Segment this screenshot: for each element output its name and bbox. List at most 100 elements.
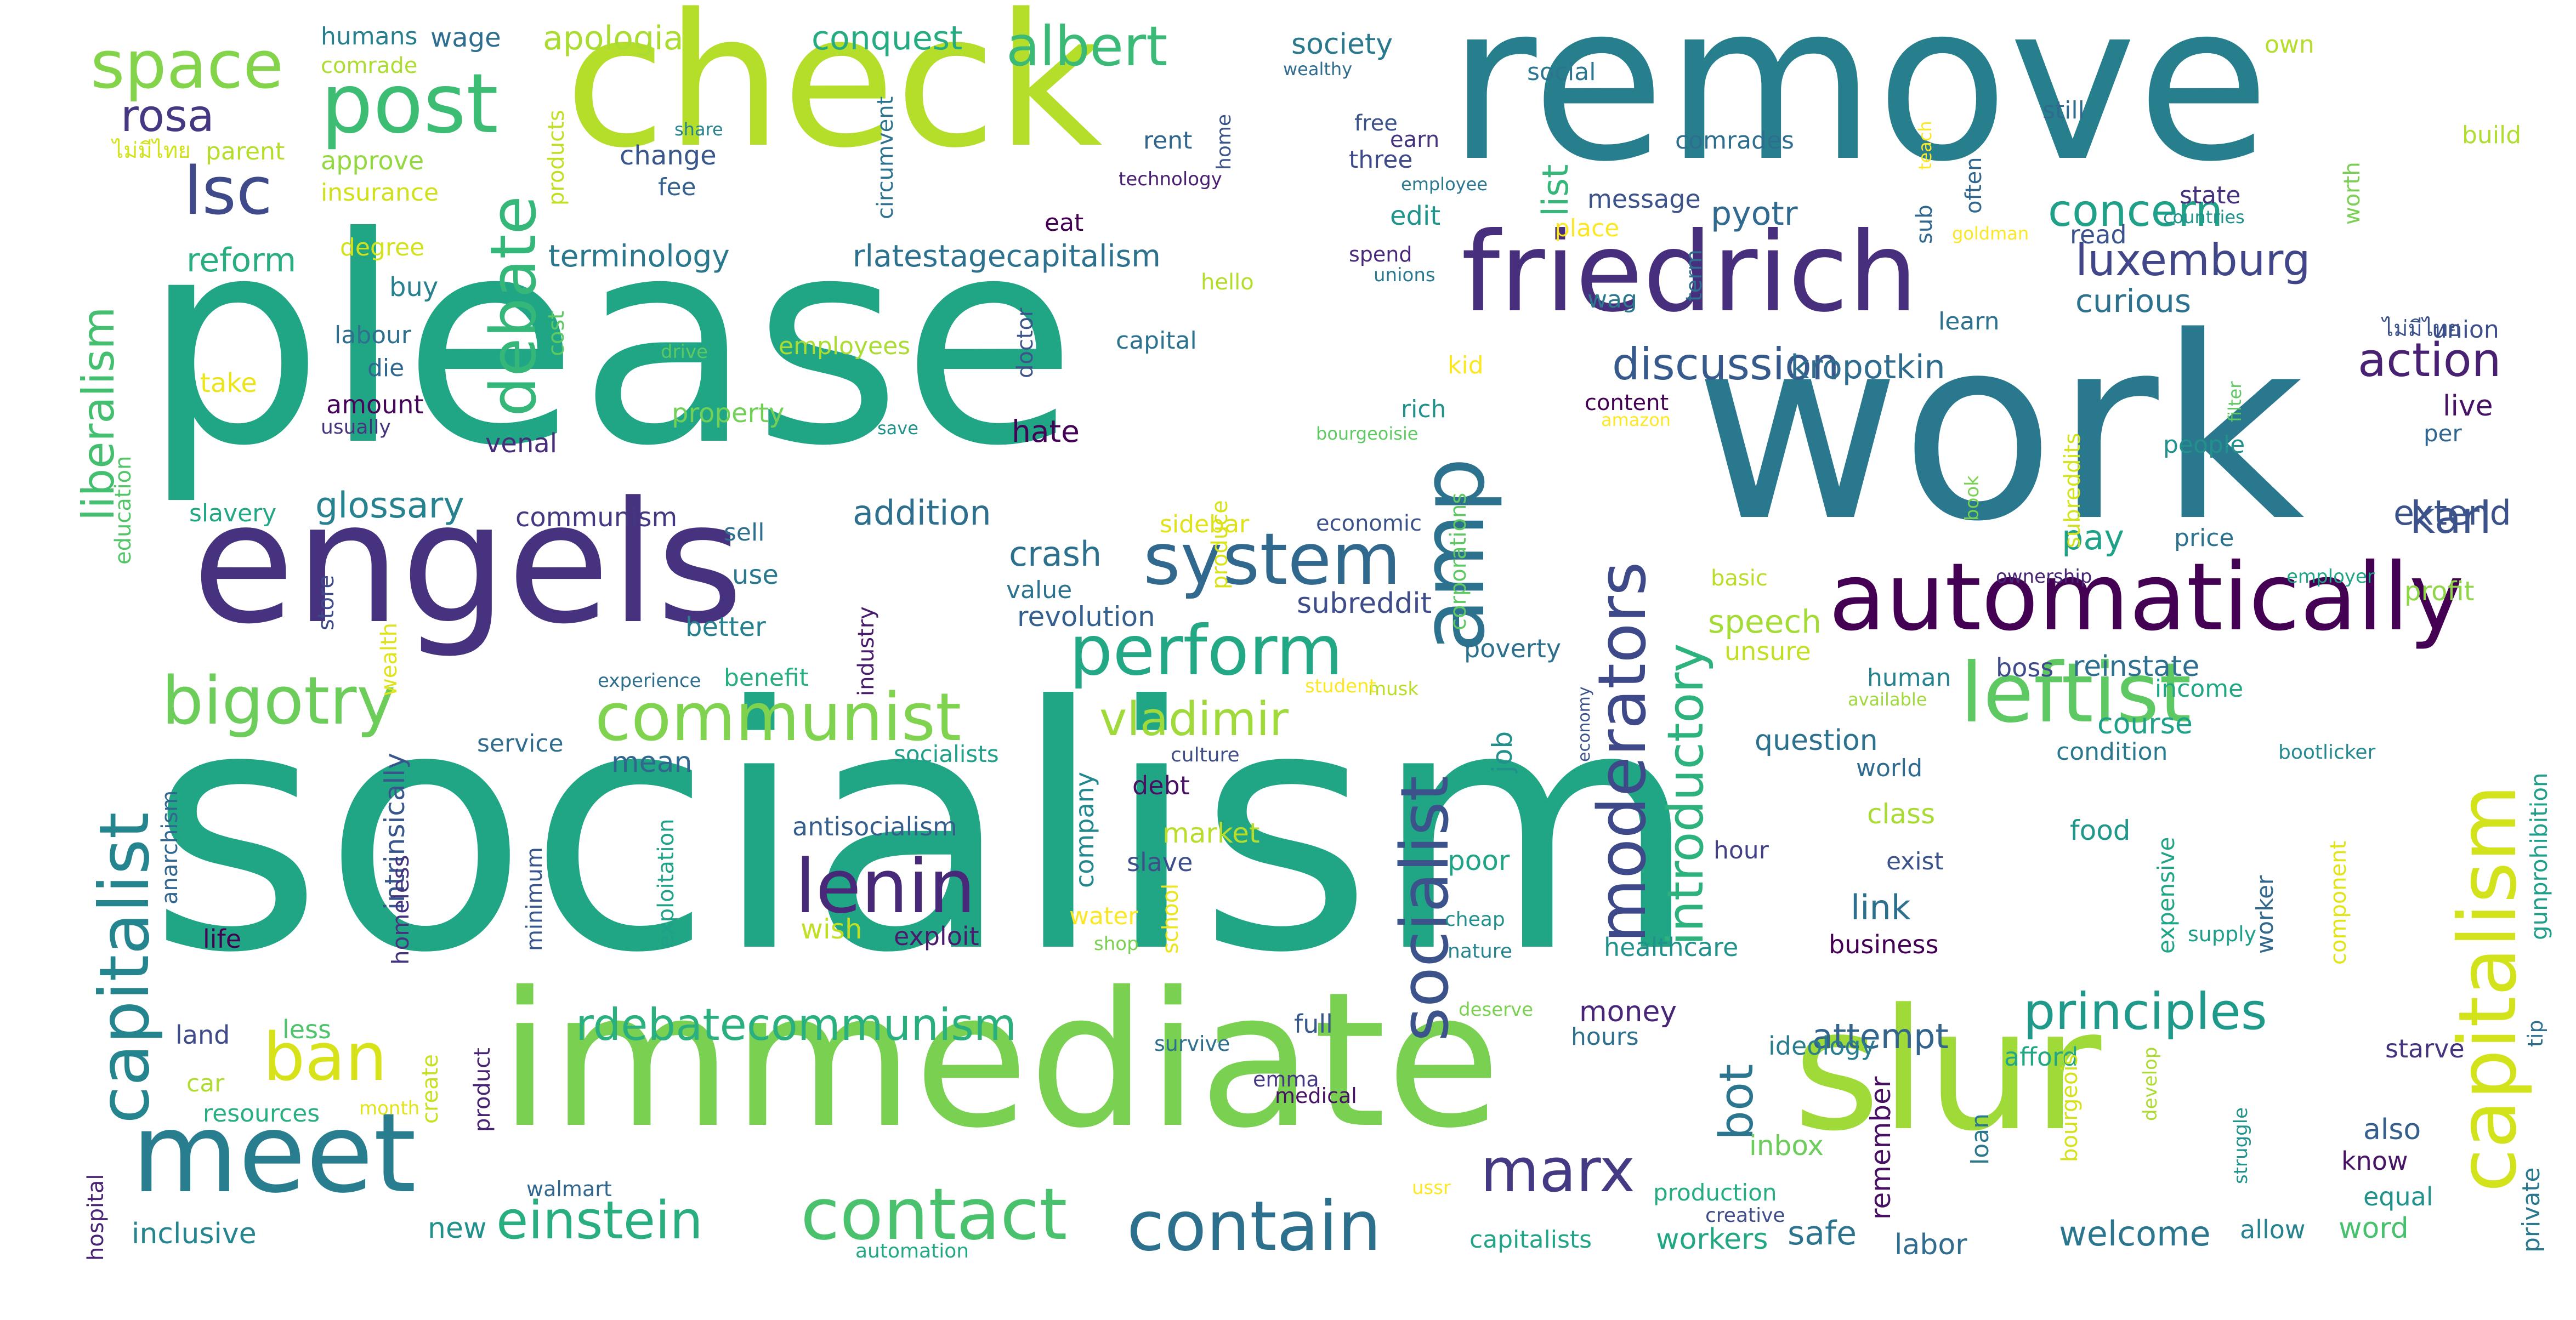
word-book: book xyxy=(1961,475,1983,521)
word-concern: concern xyxy=(2048,185,2223,236)
word-rosa: rosa xyxy=(121,90,214,141)
word-glossary: glossary xyxy=(315,485,464,526)
word-contact: contact xyxy=(801,1173,1068,1256)
word-healthcare: healthcare xyxy=(1604,932,1739,962)
word-parent: parent xyxy=(206,138,285,166)
word-per: per xyxy=(2424,420,2462,447)
word-supply: supply xyxy=(2188,922,2257,946)
word-experience: experience xyxy=(598,670,701,692)
word-expensive: expensive xyxy=(2153,837,2180,954)
word-allow: allow xyxy=(2240,1215,2306,1244)
word-worker: worker xyxy=(2251,875,2278,954)
word-poverty: poverty xyxy=(1464,634,1562,663)
word-pyotr: pyotr xyxy=(1711,195,1798,233)
word-countries: countries xyxy=(2163,207,2245,227)
word-earn: earn xyxy=(1390,127,1440,152)
word-thai-a: ไม่มีไทย xyxy=(2382,316,2461,342)
word-often: often xyxy=(1961,157,1987,214)
word-know: know xyxy=(2341,1146,2408,1176)
word-hate: hate xyxy=(1012,414,1080,449)
word-ban: ban xyxy=(263,1020,387,1096)
word-wish: wish xyxy=(801,913,863,945)
word-comrade: comrade xyxy=(321,53,418,78)
word-starve: starve xyxy=(2385,1034,2465,1063)
word-industry: industry xyxy=(854,606,879,696)
word-live: live xyxy=(2443,390,2493,423)
word-approve: approve xyxy=(321,146,424,175)
word-employer: employer xyxy=(2286,566,2375,588)
word-emma: emma xyxy=(1253,1067,1319,1091)
word-automation: automation xyxy=(855,1240,969,1262)
word-inbox: inbox xyxy=(1749,1130,1824,1162)
word-musk: musk xyxy=(1368,678,1419,700)
word-fee: fee xyxy=(658,173,696,201)
word-month: month xyxy=(359,1097,420,1119)
word-remove: remove xyxy=(1448,0,2270,209)
word-poor: poor xyxy=(1448,845,1510,877)
word-welcome: welcome xyxy=(2059,1214,2211,1254)
word-nature: nature xyxy=(1448,940,1512,963)
word-communist: communist xyxy=(595,680,962,756)
word-product: product xyxy=(470,1048,495,1132)
word-lsc: lsc xyxy=(184,153,273,230)
word-people: people xyxy=(2163,431,2245,459)
word-culture: culture xyxy=(1171,744,1240,766)
word-learn: learn xyxy=(1938,308,2000,335)
word-automatically: automatically xyxy=(1829,543,2464,652)
word-message: message xyxy=(1587,184,1701,214)
word-spend: spend xyxy=(1349,242,1412,266)
word-company: company xyxy=(1070,771,1099,888)
word-unsure: unsure xyxy=(1724,636,1811,666)
word-life: life xyxy=(203,924,242,954)
word-also: also xyxy=(2363,1113,2421,1146)
word-pay: pay xyxy=(2062,517,2125,557)
word-own: own xyxy=(2265,31,2314,59)
word-remember: remember xyxy=(1865,1076,1897,1220)
word-karl: karl xyxy=(2410,492,2492,543)
word-leftist: leftist xyxy=(1960,646,2192,741)
word-term: term xyxy=(1682,249,1707,301)
word-communism: communism xyxy=(515,502,678,533)
word-thai-b: ไม่มีไทย xyxy=(112,138,191,163)
word-engels: engels xyxy=(192,466,744,661)
word-please: please xyxy=(143,176,1077,508)
word-class: class xyxy=(1867,798,1936,830)
word-develop: develop xyxy=(2140,1046,2161,1121)
word-venal: venal xyxy=(485,428,558,459)
word-friedrich: friedrich xyxy=(1461,209,1918,337)
word-homeless: homeless xyxy=(387,855,414,965)
word-loan: loan xyxy=(1966,1113,1994,1165)
word-three: three xyxy=(1349,146,1413,174)
word-school: school xyxy=(1158,883,1183,954)
word-filter: filter xyxy=(2225,381,2245,422)
word-land: land xyxy=(175,1020,230,1050)
word-private: private xyxy=(2517,1167,2545,1253)
word-albert: albert xyxy=(1006,14,1168,78)
word-link: link xyxy=(1851,887,1911,928)
word-bigotry: bigotry xyxy=(162,663,396,739)
word-marx: marx xyxy=(1480,1135,1635,1205)
word-post: post xyxy=(321,56,498,152)
word-human: human xyxy=(1867,664,1951,692)
word-new: new xyxy=(428,1212,487,1245)
word-shop: shop xyxy=(1094,933,1139,955)
word-union: union xyxy=(2432,316,2499,344)
word-money: money xyxy=(1579,995,1677,1028)
word-mean: mean xyxy=(611,746,693,779)
word-moderators: moderators xyxy=(1585,561,1661,943)
word-condition: condition xyxy=(2056,738,2168,766)
word-discussion: discussion xyxy=(1612,339,1840,390)
word-production: production xyxy=(1653,1179,1777,1206)
word-check: check xyxy=(565,0,1103,189)
word-sell: sell xyxy=(724,519,765,547)
word-lenin: lenin xyxy=(795,844,976,930)
word-build: build xyxy=(2462,121,2522,149)
word-cheap: cheap xyxy=(1445,908,1505,931)
word-socialists: socialists xyxy=(894,741,999,767)
word-addition: addition xyxy=(853,493,991,533)
word-benefit: benefit xyxy=(724,664,809,692)
word-edit: edit xyxy=(1390,201,1441,231)
word-use: use xyxy=(732,560,779,590)
word-profit: profit xyxy=(2404,576,2475,607)
word-crash: crash xyxy=(1009,534,1102,574)
